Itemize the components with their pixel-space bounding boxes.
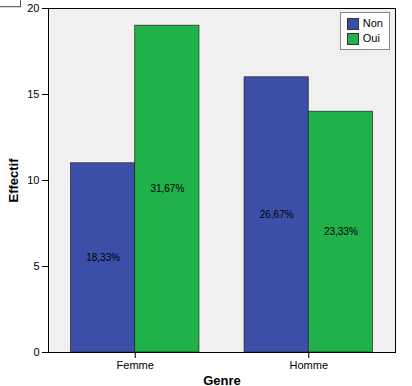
svg-text:10: 10 [27,174,39,186]
svg-text:15: 15 [27,88,39,100]
svg-text:Femme: Femme [117,359,154,371]
svg-text:26,67%: 26,67% [260,209,294,220]
svg-text:Effectif: Effectif [6,158,21,203]
svg-text:31,67%: 31,67% [150,183,184,194]
svg-text:23,33%: 23,33% [324,226,358,237]
html-text:Non: Non [362,17,383,29]
svg-text:5: 5 [33,260,39,272]
svg-text:0: 0 [33,346,39,358]
svg-text:Homme: Homme [289,359,328,371]
svg-text:Genre: Genre [203,373,241,386]
html-text:Oui: Oui [362,32,380,44]
svg-text:20: 20 [27,2,39,14]
svg-text:18,33%: 18,33% [86,252,120,263]
